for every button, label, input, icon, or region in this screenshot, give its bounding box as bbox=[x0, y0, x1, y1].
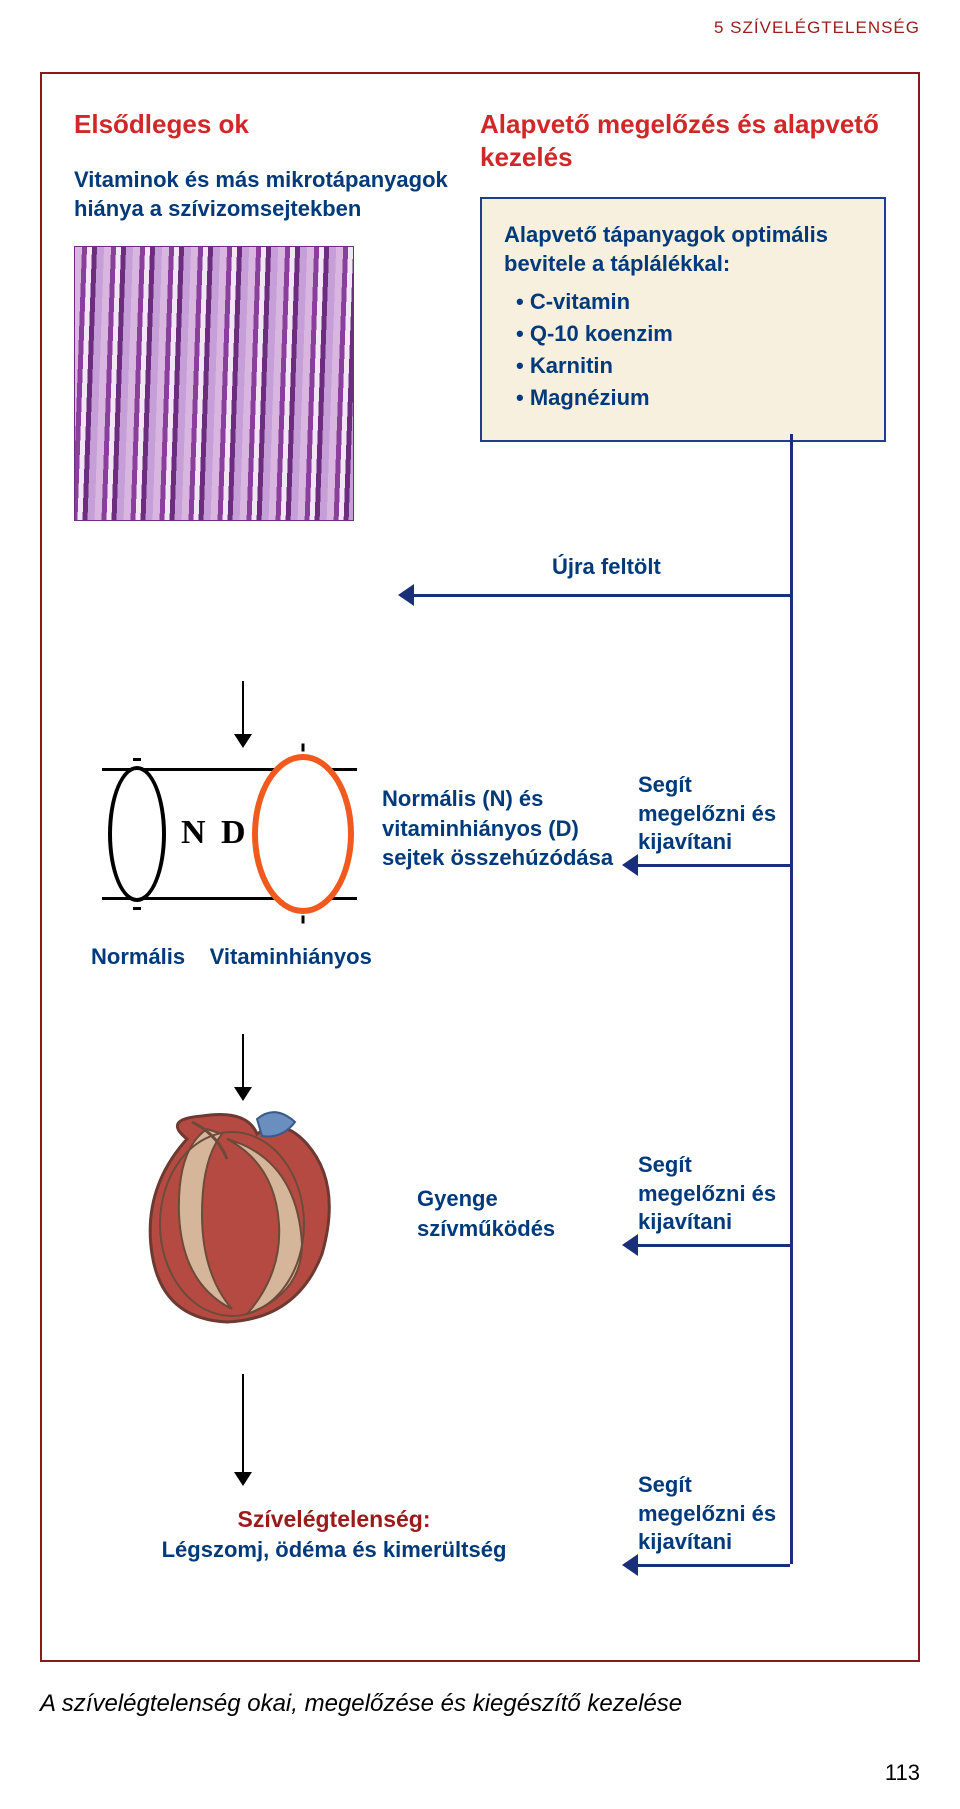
arrow-help-1 bbox=[636, 864, 790, 867]
help-text-3: Segít megelőzni és kijavítani bbox=[638, 1471, 798, 1557]
arrow-refill bbox=[412, 594, 790, 597]
refill-label: Újra feltölt bbox=[552, 554, 661, 580]
cell-letter-n: N bbox=[181, 814, 206, 852]
nutrients-title: Alapvető tápanyagok optimális bevitele a… bbox=[504, 221, 864, 278]
arrow-help-2 bbox=[636, 1244, 790, 1247]
arrow-down-1 bbox=[242, 681, 244, 736]
cell-letter-d: D bbox=[221, 814, 246, 852]
primary-cause-text: Vitaminok és más mikrotápanyagok hiánya … bbox=[74, 165, 460, 224]
nutrients-list: C-vitamin Q-10 koenzim Karnitin Magnéziu… bbox=[504, 286, 864, 414]
prevention-heading: Alapvető megelőzés és alapvető kezelés bbox=[480, 108, 886, 173]
flow-trunk-line bbox=[790, 434, 793, 1564]
heart-image bbox=[107, 1104, 357, 1334]
arrow-down-2 bbox=[242, 1034, 244, 1089]
diagram-frame: Elsődleges ok Vitaminok és más mikrotápa… bbox=[40, 72, 920, 1662]
primary-cause-heading: Elsődleges ok bbox=[74, 108, 460, 141]
help-text-1: Segít megelőzni és kijavítani bbox=[638, 771, 798, 857]
deficient-cell-shape bbox=[252, 754, 354, 914]
arrow-down-3 bbox=[242, 1374, 244, 1474]
help-text-2: Segít megelőzni és kijavítani bbox=[638, 1151, 798, 1237]
cells-caption-normal: Normális bbox=[91, 944, 185, 970]
arrow-help-3 bbox=[636, 1564, 790, 1567]
heart-failure-label: Szívelégtelenség: Légszomj, ödéma és kim… bbox=[124, 1504, 544, 1565]
cells-caption-row: Normális Vitaminhiányos bbox=[91, 944, 372, 970]
figure-caption: A szívelégtelenség okai, megelőzése és k… bbox=[40, 1690, 682, 1718]
nutrient-item: Q-10 koenzim bbox=[516, 318, 864, 350]
cells-caption-deficient: Vitaminhiányos bbox=[210, 944, 372, 970]
heart-failure-symptoms: Légszomj, ödéma és kimerültség bbox=[124, 1535, 544, 1565]
cells-graphic: N D bbox=[102, 754, 357, 914]
nutrients-box: Alapvető tápanyagok optimális bevitele a… bbox=[480, 197, 886, 442]
nutrient-item: C-vitamin bbox=[516, 286, 864, 318]
heart-failure-title: Szívelégtelenség: bbox=[124, 1504, 544, 1535]
page-section-header: 5 SZÍVELÉGTELENSÉG bbox=[714, 18, 920, 38]
page-number: 113 bbox=[885, 1760, 920, 1786]
contraction-text: Normális (N) és vitaminhiányos (D) sejte… bbox=[382, 784, 622, 873]
nutrient-item: Magnézium bbox=[516, 382, 864, 414]
weak-heart-text: Gyenge szívműködés bbox=[417, 1184, 637, 1243]
microscopy-image bbox=[74, 246, 354, 521]
nutrient-item: Karnitin bbox=[516, 350, 864, 382]
top-row: Elsődleges ok Vitaminok és más mikrotápa… bbox=[74, 108, 886, 521]
normal-cell-shape bbox=[108, 766, 166, 902]
